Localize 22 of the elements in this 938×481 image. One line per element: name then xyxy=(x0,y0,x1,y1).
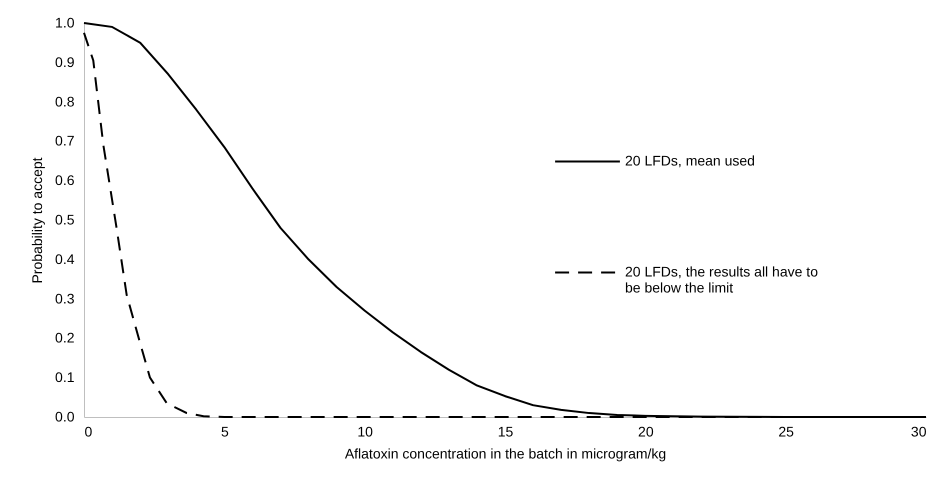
x-tick-label: 0 xyxy=(84,424,92,440)
y-axis-title: Probability to accept xyxy=(29,157,46,284)
x-tick-label: 30 xyxy=(910,424,927,440)
y-tick-label: 0.5 xyxy=(55,212,75,228)
y-tick-label: 0.4 xyxy=(55,250,75,267)
x-axis-title: Aflatoxin concentration in the batch in microgram/kg xyxy=(344,446,666,462)
y-tick-label: 0.7 xyxy=(55,132,75,149)
x-tick-label: 15 xyxy=(498,424,514,440)
y-tick-label: 0.1 xyxy=(55,369,75,386)
x-tick-label: 5 xyxy=(220,424,229,440)
y-tick-label: 0.0 xyxy=(55,408,75,424)
y-tick-label: 0.8 xyxy=(55,93,75,110)
y-tick-label: 1.0 xyxy=(55,14,75,30)
x-tick-label: 20 xyxy=(638,424,654,440)
x-tick-label: 10 xyxy=(357,424,374,440)
legend-label: 20 LFDs, the results all have to be below the limit xyxy=(625,264,818,296)
legend-label: 20 LFDs, mean used xyxy=(625,152,755,168)
x-tick-label: 25 xyxy=(778,424,794,440)
y-tick-label: 0.6 xyxy=(55,172,75,188)
y-tick-label: 0.3 xyxy=(55,290,75,306)
y-tick-label: 0.2 xyxy=(55,330,75,346)
y-tick-label: 0.9 xyxy=(55,54,75,70)
